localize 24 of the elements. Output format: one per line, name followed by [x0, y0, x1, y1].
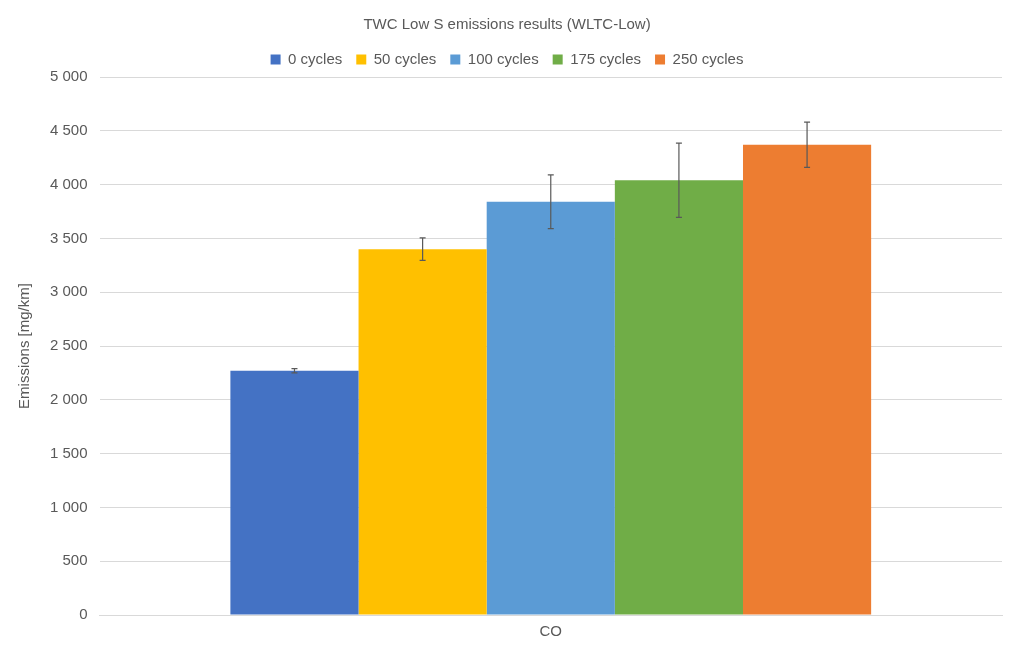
legend-label: 50 cycles [373, 49, 437, 67]
y-tick-label: 1 500 [49, 443, 88, 461]
y-tick-label: 1 000 [49, 497, 88, 515]
legend-label: 0 cycles [288, 49, 343, 67]
chart-title: TWC Low S emissions results (WLTC-Low) [363, 15, 651, 33]
y-tick-label: 3 500 [49, 228, 88, 246]
legend-label: 250 cycles [672, 49, 744, 67]
y-tick-label: 500 [62, 551, 88, 569]
y-tick-label: 2 000 [49, 389, 88, 407]
legend-label: 175 cycles [570, 49, 642, 67]
y-tick-label: 4 000 [49, 174, 88, 192]
bar [486, 201, 615, 615]
bar [742, 144, 872, 615]
y-tick-label: 4 500 [49, 120, 88, 138]
x-tick-label: CO [539, 622, 563, 640]
y-tick-label: 2 500 [49, 336, 88, 354]
bar [614, 180, 743, 615]
y-axis-title: Emissions [mg/km] [15, 283, 33, 409]
y-tick-label: 5 000 [49, 67, 88, 85]
y-tick-label: 3 000 [49, 282, 88, 300]
bar [358, 249, 487, 615]
bar [230, 370, 359, 615]
y-tick-label: 0 [79, 605, 88, 623]
legend-label: 100 cycles [467, 49, 539, 67]
